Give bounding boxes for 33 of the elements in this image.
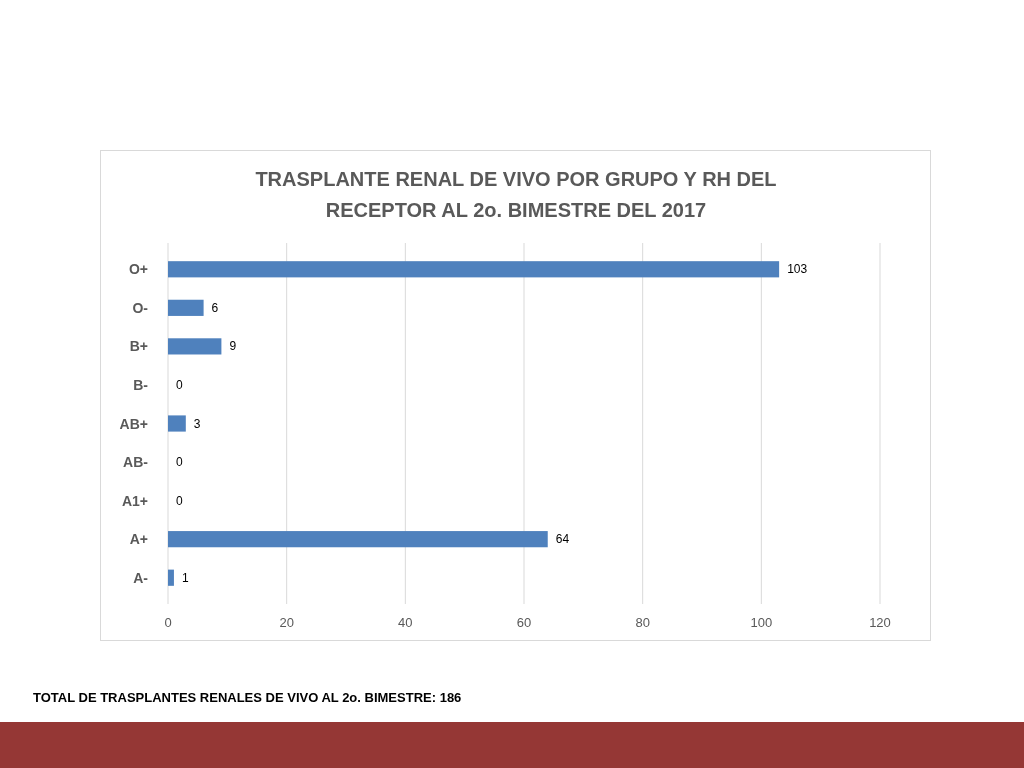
data-label: 0 xyxy=(176,455,183,470)
y-tick-label: A+ xyxy=(129,531,148,548)
x-tick-label: 0 xyxy=(164,615,172,630)
x-tick-label: 40 xyxy=(398,615,413,630)
x-tick-label: 20 xyxy=(279,615,294,630)
data-label: 3 xyxy=(193,416,201,431)
data-label: 0 xyxy=(176,377,183,392)
data-label: 64 xyxy=(555,532,570,547)
y-tick-label: B+ xyxy=(129,338,148,355)
x-tick-label: 120 xyxy=(869,615,891,630)
data-label: 0 xyxy=(176,493,183,508)
y-tick-label: AB- xyxy=(123,454,149,471)
x-tick-label: 60 xyxy=(516,615,532,630)
y-tick-label: O- xyxy=(132,299,149,316)
data-label: 6 xyxy=(211,300,219,315)
y-tick-label: B- xyxy=(133,376,149,393)
bar xyxy=(168,338,222,355)
y-tick-label: A1+ xyxy=(121,492,148,509)
y-tick-label: A- xyxy=(133,569,149,586)
data-label: 9 xyxy=(229,339,237,354)
x-tick-label: 100 xyxy=(750,615,773,630)
data-label: 1 xyxy=(181,570,189,585)
y-tick-label: O+ xyxy=(128,261,148,278)
data-label: 103 xyxy=(787,262,808,277)
chart-title: TRASPLANTE RENAL DE VIVO POR GRUPO Y RH DEL RECEPTOR AL 2o. BIMESTRE DEL 2017 xyxy=(255,168,777,221)
bar xyxy=(168,261,780,278)
text: TOTAL DE TRASPLANTES RENALES DE VIVO AL 2o. BIMESTRE: 186 xyxy=(33,690,462,705)
y-tick-label: AB+ xyxy=(119,415,148,432)
bar xyxy=(168,415,186,432)
bar xyxy=(168,569,174,586)
bar xyxy=(168,531,548,548)
x-tick-label: 80 xyxy=(635,615,650,630)
bar xyxy=(168,299,204,316)
